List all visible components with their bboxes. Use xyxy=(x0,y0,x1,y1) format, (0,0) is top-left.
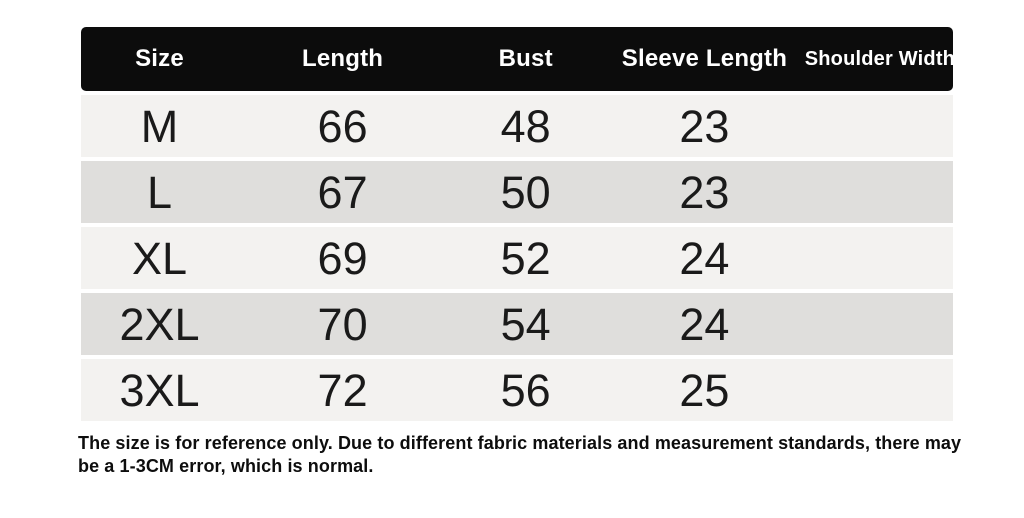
value-cell: 52 xyxy=(447,227,605,289)
table-row-xl: XL 69 52 24 xyxy=(81,227,953,289)
value-cell xyxy=(804,293,953,355)
size-note: The size is for reference only. Due to d… xyxy=(78,432,988,478)
value-cell: 69 xyxy=(237,227,448,289)
column-header-length: Length xyxy=(237,27,448,91)
size-chart-header: Size Length Bust Sleeve Length Shoulder Widt… xyxy=(81,27,955,91)
size-note-line-2: be a 1-3CM error, which is normal. xyxy=(78,456,374,476)
size-cell: 2XL xyxy=(81,293,238,355)
value-cell xyxy=(804,161,953,223)
size-cell: M xyxy=(81,95,238,157)
value-cell: 67 xyxy=(237,161,448,223)
table-row-3xl: 3XL 72 56 25 xyxy=(81,359,953,421)
value-cell: 66 xyxy=(237,95,448,157)
size-cell: XL xyxy=(81,227,238,289)
table-row-m: M 66 48 23 xyxy=(81,95,953,157)
size-cell: L xyxy=(81,161,238,223)
value-cell: 70 xyxy=(237,293,448,355)
column-header-shoulder-width: Shoulder Width xyxy=(804,27,955,91)
size-chart-table: Size Length Bust Sleeve Length Shoulder Widt… xyxy=(81,23,955,425)
size-chart-header-row: Size Length Bust Sleeve Length Shoulder Widt… xyxy=(81,27,955,91)
value-cell: 56 xyxy=(447,359,605,421)
value-cell: 50 xyxy=(447,161,605,223)
column-header-size: Size xyxy=(81,27,238,91)
value-cell: 24 xyxy=(604,293,805,355)
size-note-line-1: The size is for reference only. Due to d… xyxy=(78,433,962,453)
value-cell: 72 xyxy=(237,359,448,421)
size-cell: 3XL xyxy=(81,359,238,421)
value-cell xyxy=(804,95,953,157)
value-cell: 54 xyxy=(447,293,605,355)
column-header-sleeve-length: Sleeve Length xyxy=(604,27,805,91)
value-cell: 24 xyxy=(604,227,805,289)
table-row-l: L 67 50 23 xyxy=(81,161,953,223)
table-row-2xl: 2XL 70 54 24 xyxy=(81,293,953,355)
value-cell xyxy=(804,359,953,421)
size-chart-body: M 66 48 23 L 67 50 23 XL 69 52 24 2XL 70 54 24 3XL 72 56 25 xyxy=(81,95,953,421)
value-cell: 23 xyxy=(604,161,805,223)
column-header-bust: Bust xyxy=(447,27,605,91)
value-cell: 25 xyxy=(604,359,805,421)
value-cell: 48 xyxy=(447,95,605,157)
value-cell xyxy=(804,227,953,289)
value-cell: 23 xyxy=(604,95,805,157)
